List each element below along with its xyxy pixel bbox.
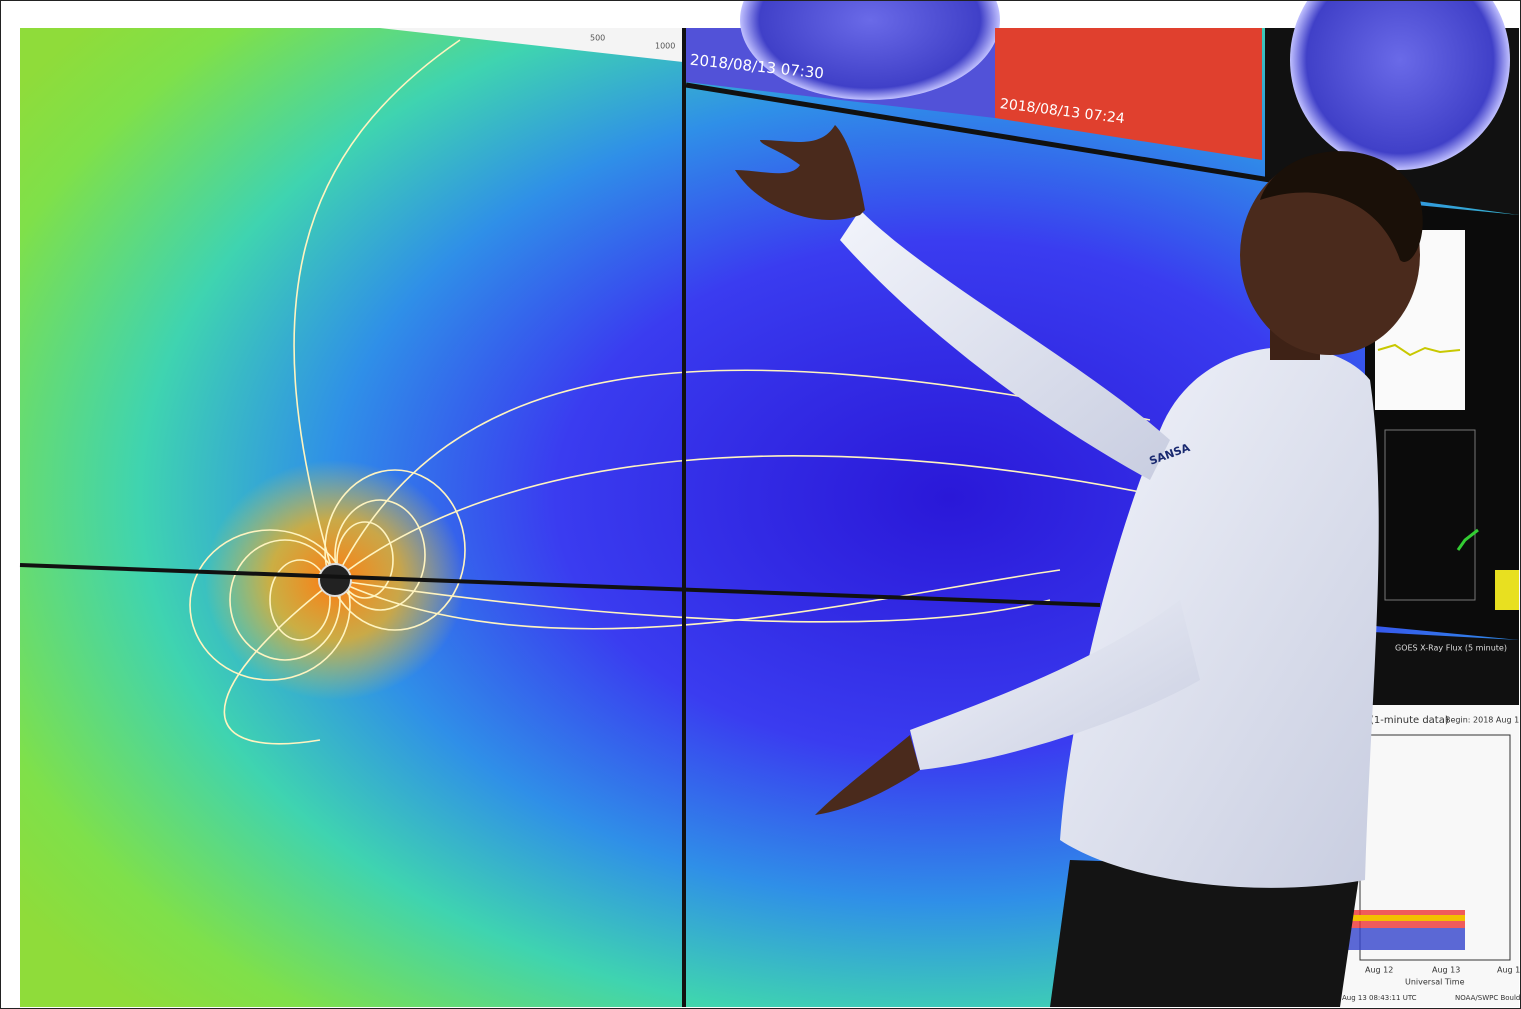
lower-arm xyxy=(910,600,1200,770)
chart-line xyxy=(1456,528,1479,551)
chart-timestamp: Aug 13 08:43:11 UTC xyxy=(1342,994,1417,1002)
flux-band xyxy=(1345,915,1465,921)
chart xyxy=(1384,429,1476,601)
x-tick-label: Aug 13 xyxy=(1432,966,1460,975)
screen-bezel xyxy=(685,82,1271,183)
x-tick-label: Aug 14 xyxy=(1497,966,1521,975)
sun-image xyxy=(740,0,1000,100)
chart-credit: NOAA/SWPC Boulder xyxy=(1455,994,1521,1002)
chart-title: (1-minute data) xyxy=(1370,715,1449,726)
chart-begin: Begin: 2018 Aug 11 00 xyxy=(1445,716,1521,725)
screen-bezel xyxy=(19,563,1101,607)
chart-line xyxy=(1377,343,1461,357)
person: SANSA xyxy=(735,125,1423,1007)
trousers xyxy=(1050,860,1360,1007)
raised-hand xyxy=(735,125,865,220)
chart-bar xyxy=(1495,570,1519,610)
sun-image xyxy=(1290,0,1510,170)
axis-label: 1000 xyxy=(655,42,675,51)
lower-hand xyxy=(815,735,920,815)
hair xyxy=(1260,151,1423,262)
flux-band xyxy=(1345,928,1465,950)
x-axis-label: Universal Time xyxy=(1405,978,1465,987)
panel-title: GOES X-Ray Flux (5 minute) xyxy=(1395,644,1507,653)
earth xyxy=(318,563,352,597)
field-lines xyxy=(189,39,1181,745)
top-chart-panel xyxy=(380,28,683,62)
shirt xyxy=(1060,347,1379,888)
raised-arm xyxy=(840,210,1170,480)
red-panel xyxy=(995,28,1262,160)
x-tick-label: Aug 12 xyxy=(1365,966,1393,975)
axis-label: 500 xyxy=(590,34,605,43)
